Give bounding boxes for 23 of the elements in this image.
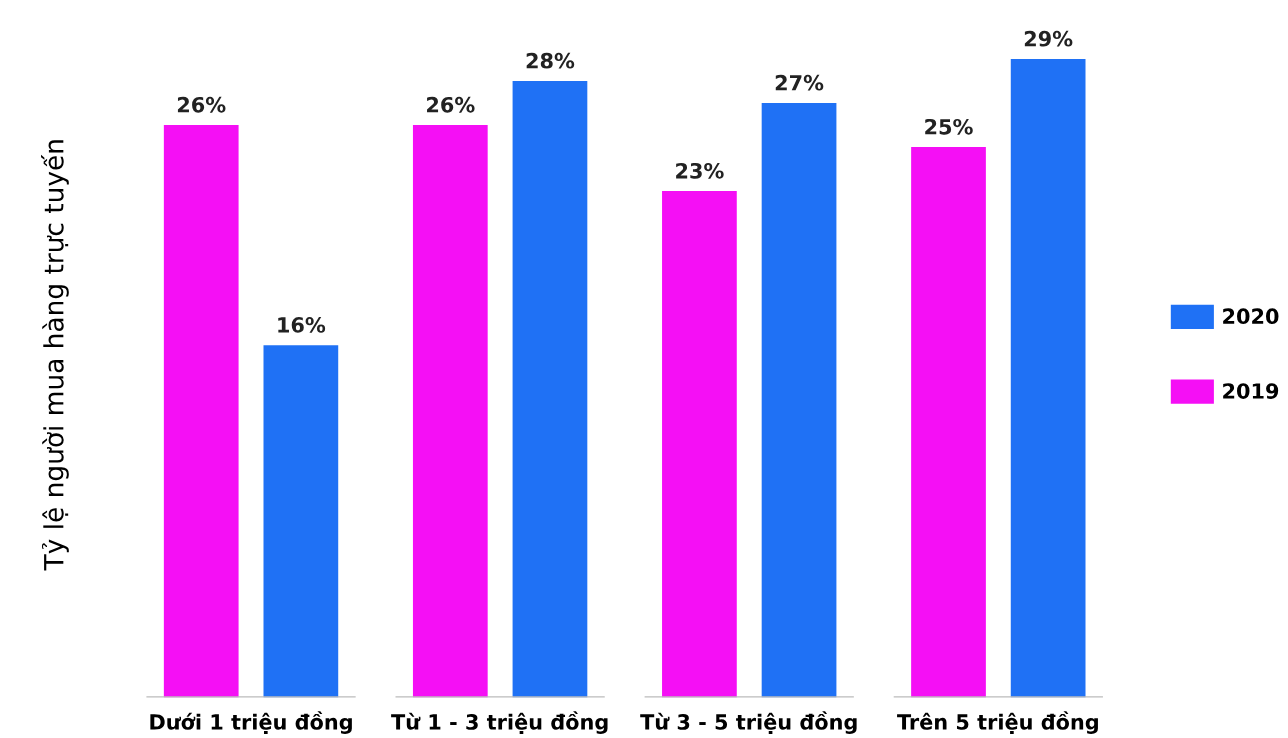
x-tick-label: Dưới 1 triệu đồng — [150, 711, 352, 735]
data-label: 23% — [676, 162, 724, 179]
bar — [163, 125, 239, 698]
x-tick-label: Từ 1 - 3 triệu đồng — [391, 711, 608, 735]
bar — [761, 102, 837, 698]
bar — [911, 147, 986, 698]
data-label: 26% — [427, 96, 475, 113]
legend-label: 2019 — [1223, 383, 1279, 399]
data-label: 25% — [925, 118, 973, 135]
bar — [412, 125, 488, 698]
data-label: 29% — [1024, 30, 1073, 47]
bar — [512, 80, 588, 698]
data-label: 27% — [775, 74, 824, 91]
bar — [662, 191, 737, 698]
legend-label: 2020 — [1223, 308, 1279, 325]
x-tick-label: Trên 5 triệu đồng — [897, 711, 1098, 735]
data-label: 28% — [526, 52, 575, 69]
data-label: 26% — [177, 96, 226, 113]
bar — [263, 345, 339, 698]
x-tick-label: Từ 3 - 5 triệu đồng — [640, 711, 857, 735]
y-axis-title: Tỷ lệ người mua hàng trực tuyến — [41, 140, 69, 571]
bar — [1010, 58, 1086, 698]
data-label: 16% — [278, 317, 326, 333]
